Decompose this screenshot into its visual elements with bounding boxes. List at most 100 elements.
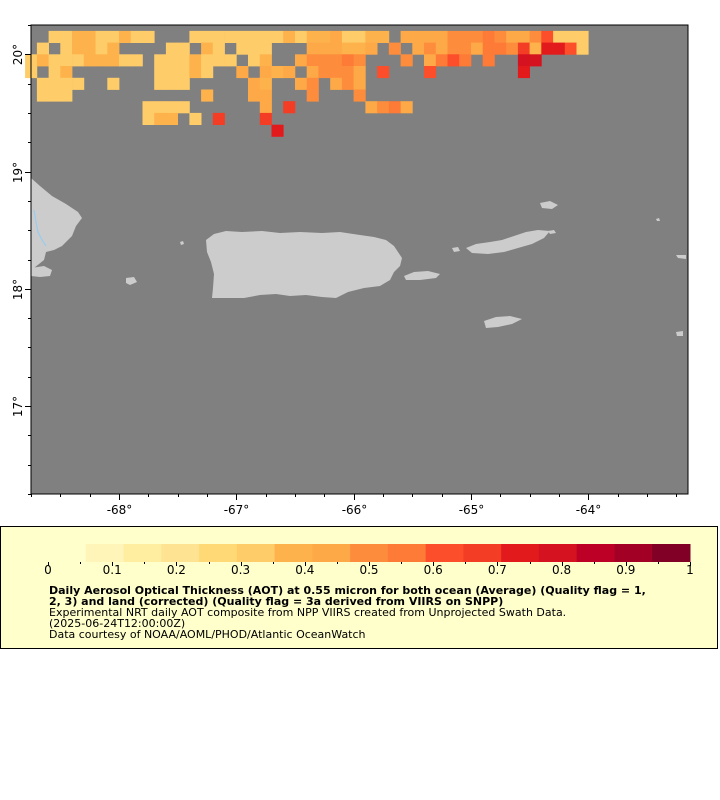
aot-cell xyxy=(165,77,178,90)
aot-cell xyxy=(494,42,507,55)
aot-cell xyxy=(506,42,519,55)
puerto-rico-land xyxy=(206,231,402,298)
aot-cell xyxy=(60,42,73,55)
aot-cell xyxy=(48,66,61,79)
aot-cell xyxy=(154,101,167,114)
aot-cell xyxy=(271,30,284,43)
river-line xyxy=(33,209,47,247)
aot-cell xyxy=(529,30,542,43)
colorbar-swatch xyxy=(48,544,87,562)
aot-cell xyxy=(341,66,354,79)
aot-cell xyxy=(424,66,437,79)
aot-cell xyxy=(318,66,331,79)
aot-cell xyxy=(365,42,378,55)
lon-tick-label: -64° xyxy=(576,503,602,517)
aot-cell xyxy=(365,101,378,114)
aot-cell xyxy=(48,30,61,43)
lon-tick-label: -66° xyxy=(342,503,368,517)
caption-title-line2: 2, 3) and land (corrected) (Quality flag… xyxy=(49,595,504,608)
aot-cell xyxy=(318,54,331,67)
aot-cell xyxy=(165,112,178,125)
aot-cell xyxy=(271,66,284,79)
aot-map[interactable]: -68° -67° -66° -65° -64° 20° 19° 18° 17° xyxy=(0,0,720,520)
colorbar-swatch xyxy=(236,544,276,562)
aot-cell xyxy=(48,77,61,90)
aot-cell xyxy=(365,30,378,43)
aot-cell xyxy=(72,30,85,43)
aot-cell xyxy=(353,54,366,67)
caption-time: (2025-06-24T12:00:00Z) xyxy=(49,617,186,630)
aot-cell xyxy=(201,66,214,79)
aot-cell xyxy=(400,101,413,114)
colorbar-tick-label: 0.5 xyxy=(359,563,378,577)
colorbar-tick-label: 0.3 xyxy=(231,563,250,577)
colorbar-swatch xyxy=(85,544,125,562)
colorbar-tick-label: 0.4 xyxy=(295,563,314,577)
aot-cell xyxy=(412,42,425,55)
aot-cell xyxy=(259,77,272,90)
colorbar-tick-label: 0.2 xyxy=(167,563,186,577)
lon-tick-label: -68° xyxy=(107,503,133,517)
aot-cell xyxy=(541,42,554,55)
aot-cell xyxy=(541,30,554,43)
aot-cell xyxy=(306,77,319,90)
aot-cell xyxy=(224,54,237,67)
aot-cell xyxy=(142,30,155,43)
aot-cell xyxy=(295,54,308,67)
aot-cell xyxy=(412,30,425,43)
aot-cell xyxy=(72,77,85,90)
aot-cell xyxy=(142,112,155,125)
aot-cell xyxy=(341,42,354,55)
aot-cell xyxy=(236,66,249,79)
colorbar-swatch xyxy=(463,544,502,562)
aot-cell xyxy=(447,30,460,43)
aot-cell xyxy=(424,42,437,55)
colorbar-tick-label: 0.1 xyxy=(103,563,122,577)
colorbar-tick-label: 0 xyxy=(44,563,52,577)
aot-cell xyxy=(236,30,249,43)
colorbar-swatch xyxy=(123,544,162,562)
aot-cell xyxy=(95,42,108,55)
aot-cell xyxy=(259,89,272,102)
map-frame xyxy=(30,24,689,495)
aot-cell xyxy=(165,66,178,79)
legend-panel: 0 0.1 0.2 0.3 0.4 0.5 0.6 0.7 0.8 0.9 1 Daily Aero… xyxy=(0,526,718,649)
aot-cell xyxy=(189,54,202,67)
aot-cell xyxy=(517,42,530,55)
colorbar-swatch xyxy=(387,544,427,562)
lat-tick-label: 20° xyxy=(11,44,25,65)
aot-cell xyxy=(482,30,495,43)
aot-cell xyxy=(471,30,484,43)
caption-subtitle: Experimental NRT daily AOT composite fro… xyxy=(49,606,567,619)
aot-cell xyxy=(212,54,225,67)
aot-cell xyxy=(60,89,73,102)
aot-cell xyxy=(447,42,460,55)
colorbar-swatch xyxy=(312,544,351,562)
aot-cell xyxy=(259,54,272,67)
aot-cell xyxy=(283,66,296,79)
aot-cell xyxy=(529,42,542,55)
aot-cell xyxy=(259,42,272,55)
aot-cell xyxy=(36,89,49,102)
aot-cell xyxy=(400,54,413,67)
colorbar-swatch xyxy=(274,544,313,562)
aot-cell xyxy=(377,101,390,114)
east-islet-land xyxy=(656,218,660,221)
aot-cell xyxy=(576,30,589,43)
aot-cell xyxy=(330,42,343,55)
aot-cell xyxy=(517,54,530,67)
aot-cell xyxy=(248,54,261,67)
aot-cell xyxy=(553,42,566,55)
lon-tick-label: -67° xyxy=(224,503,250,517)
aot-cell xyxy=(201,54,214,67)
aot-cell xyxy=(201,42,214,55)
colorbar-tick-label: 1 xyxy=(686,563,694,577)
culebra-land xyxy=(452,247,460,252)
aot-cell xyxy=(154,54,167,67)
lat-tick-label: 17° xyxy=(11,396,25,417)
aot-cell xyxy=(388,101,401,114)
aot-cells xyxy=(25,30,589,137)
aot-cell xyxy=(494,30,507,43)
aot-cell xyxy=(259,66,272,79)
aot-cell xyxy=(447,54,460,67)
